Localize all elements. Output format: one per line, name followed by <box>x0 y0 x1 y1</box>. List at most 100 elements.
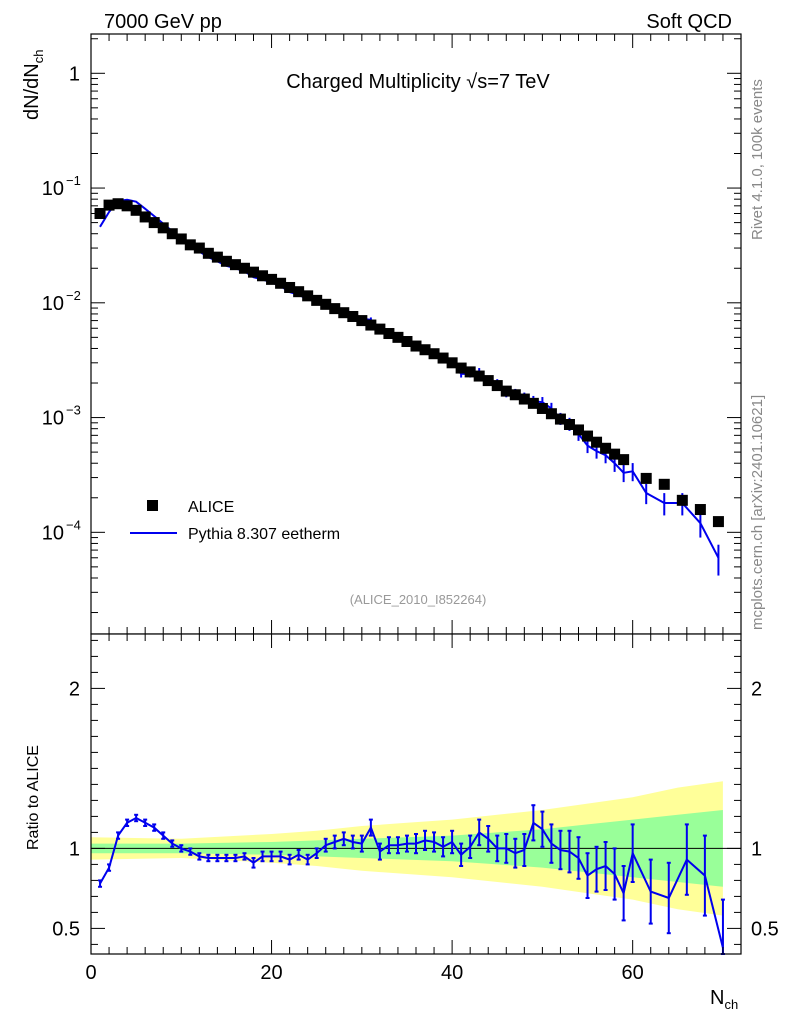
data-point <box>139 211 151 223</box>
data-point <box>464 366 476 378</box>
data-point <box>374 323 386 335</box>
data-point <box>491 380 503 392</box>
plot-title: Charged Multiplicity √s=7 TeV <box>286 71 550 93</box>
data-point <box>103 199 115 211</box>
data-point <box>275 277 287 289</box>
legend-mc-label: Pythia 8.307 eetherm <box>188 526 340 543</box>
data-point <box>509 389 521 401</box>
legend-data-label: ALICE <box>188 499 234 516</box>
main-y-tick-label: 10 <box>42 178 64 200</box>
data-point <box>248 266 259 278</box>
data-point <box>410 340 422 352</box>
data-point <box>609 448 621 460</box>
main-data-series <box>94 198 724 528</box>
data-point <box>600 442 612 454</box>
data-point <box>293 286 305 298</box>
data-point <box>563 419 575 431</box>
main-y-tick-exponent: −3 <box>66 403 81 418</box>
data-point <box>591 436 603 448</box>
data-point <box>446 357 458 369</box>
x-axis-title: Nch <box>710 987 738 1012</box>
data-point <box>527 397 539 409</box>
data-point <box>383 328 395 340</box>
main-y-tick-exponent: −2 <box>66 288 81 303</box>
main-y-tick-labels: 110−110−210−310−4 <box>42 63 81 544</box>
data-point <box>712 516 724 528</box>
data-point <box>157 222 169 234</box>
ratio-axis-ticks <box>90 634 742 954</box>
data-point <box>338 307 350 319</box>
data-point <box>121 200 133 212</box>
data-point <box>694 504 706 516</box>
x-tick-label: 0 <box>85 962 96 984</box>
analysis-id: (ALICE_2010_I852264) <box>350 592 487 607</box>
data-point <box>554 413 566 425</box>
data-point <box>618 454 630 466</box>
ratio-y-tick-label-left: 2 <box>69 678 80 700</box>
data-point <box>311 294 323 306</box>
ratio-series <box>98 804 725 955</box>
data-point <box>302 290 314 302</box>
data-point <box>193 242 205 254</box>
x-tick-label: 20 <box>260 962 282 984</box>
ratio-y-tick-label-left: 0.5 <box>52 918 80 940</box>
x-tick-label: 60 <box>622 962 644 984</box>
data-point <box>500 385 512 397</box>
data-point <box>428 348 440 360</box>
data-point <box>356 315 368 327</box>
data-point <box>401 336 413 348</box>
x-tick-label: 40 <box>441 962 463 984</box>
data-point <box>184 239 196 251</box>
legend: ALICE Pythia 8.307 eetherm <box>130 499 340 543</box>
data-point <box>640 472 652 484</box>
main-plot-area <box>91 34 741 634</box>
data-point <box>518 393 530 405</box>
header-left: 7000 GeV pp <box>104 11 222 33</box>
ratio-y-tick-label-left: 1 <box>69 838 80 860</box>
data-point <box>573 424 584 436</box>
data-point <box>130 204 142 216</box>
data-point <box>175 233 187 245</box>
ratio-frame <box>90 633 742 955</box>
main-y-tick-label: 10 <box>42 293 64 315</box>
data-point <box>284 281 296 293</box>
data-point <box>676 494 688 506</box>
mcplots-label: mcplots.cern.ch [arXiv:2401.10621] <box>749 395 766 630</box>
ratio-y-axis-title: Ratio to ALICE <box>25 745 42 850</box>
main-y-axis-title: dN/dNch <box>21 50 46 120</box>
data-point <box>365 319 377 331</box>
data-point <box>202 247 214 259</box>
main-panel: 110−110−210−310−4 Charged Multiplicity √… <box>21 33 742 635</box>
legend-data-marker <box>147 500 158 511</box>
data-point <box>473 370 485 382</box>
data-point <box>536 402 548 414</box>
data-point <box>419 344 431 356</box>
data-point <box>329 303 341 315</box>
data-point <box>455 362 467 374</box>
data-point <box>220 255 232 267</box>
data-point <box>658 478 670 490</box>
data-point <box>94 208 106 220</box>
data-point <box>437 352 449 364</box>
data-point <box>482 375 494 387</box>
data-point <box>166 228 178 240</box>
data-point <box>238 262 250 274</box>
data-point <box>392 331 404 343</box>
data-point <box>582 430 594 442</box>
main-y-tick-exponent: −1 <box>66 173 81 188</box>
ratio-plot-area <box>91 634 741 954</box>
header-right: Soft QCD <box>646 11 732 33</box>
data-point <box>211 251 223 263</box>
data-point <box>148 217 160 229</box>
ratio-y-tick-label-right: 2 <box>751 678 762 700</box>
data-point <box>112 198 124 210</box>
data-point <box>347 310 359 322</box>
data-point <box>257 270 269 282</box>
rivet-label: Rivet 4.1.0, 100k events <box>749 79 766 240</box>
ratio-y-tick-label-right: 0.5 <box>751 918 779 940</box>
main-y-tick-exponent: −4 <box>66 517 81 532</box>
main-y-tick-label: 1 <box>69 63 80 85</box>
ratio-tick-labels: 0.5 0.51 12 20 20 40 60 <box>52 678 779 984</box>
main-axis-ticks <box>90 34 742 634</box>
